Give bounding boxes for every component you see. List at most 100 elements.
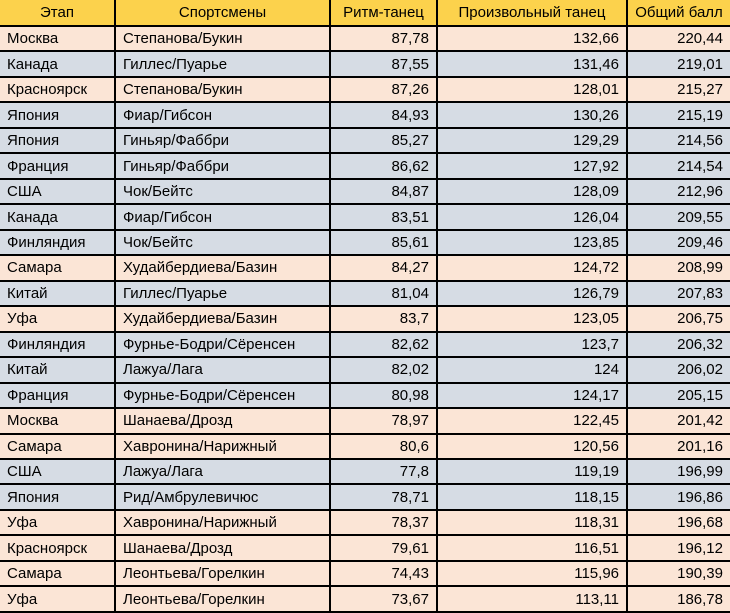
free-dance-cell[interactable]: 126,79 [436,279,628,308]
header-free-dance[interactable]: Произвольный танец [436,0,628,27]
athletes-cell[interactable]: Фурнье-Бодри/Сёренсен [114,330,331,359]
total-score-cell[interactable]: 196,68 [626,508,730,537]
stage-cell[interactable]: Франция [0,152,116,180]
rhythm-dance-cell[interactable]: 77,8 [329,457,438,486]
free-dance-cell[interactable]: 124,72 [436,254,628,282]
free-dance-cell[interactable]: 128,09 [436,177,628,206]
free-dance-cell[interactable]: 115,96 [436,559,628,588]
free-dance-cell[interactable]: 131,46 [436,50,628,78]
free-dance-cell[interactable]: 123,85 [436,228,628,257]
rhythm-dance-cell[interactable]: 80,6 [329,432,438,460]
athletes-cell[interactable]: Худайбердиева/Базин [114,254,331,282]
athletes-cell[interactable]: Гиллес/Пуарье [114,279,331,308]
total-score-cell[interactable]: 209,55 [626,203,730,231]
free-dance-cell[interactable]: 123,05 [436,305,628,333]
total-score-cell[interactable]: 209,46 [626,228,730,257]
athletes-cell[interactable]: Степанова/Букин [114,75,331,104]
stage-cell[interactable]: Канада [0,50,116,78]
stage-cell[interactable]: Уфа [0,585,116,613]
rhythm-dance-cell[interactable]: 83,7 [329,305,438,333]
stage-cell[interactable]: Китай [0,356,116,384]
stage-cell[interactable]: Япония [0,483,116,511]
total-score-cell[interactable]: 201,16 [626,432,730,460]
header-athletes[interactable]: Спортсмены [114,0,331,27]
free-dance-cell[interactable]: 124 [436,356,628,384]
header-rhythm-dance[interactable]: Ритм-танец [329,0,438,27]
stage-cell[interactable]: Уфа [0,508,116,537]
stage-cell[interactable]: Красноярск [0,534,116,562]
stage-cell[interactable]: Китай [0,279,116,308]
stage-cell[interactable]: Финляндия [0,330,116,359]
rhythm-dance-cell[interactable]: 82,62 [329,330,438,359]
total-score-cell[interactable]: 201,42 [626,407,730,435]
athletes-cell[interactable]: Гиллес/Пуарье [114,50,331,78]
rhythm-dance-cell[interactable]: 78,37 [329,508,438,537]
stage-cell[interactable]: Канада [0,203,116,231]
rhythm-dance-cell[interactable]: 78,71 [329,483,438,511]
athletes-cell[interactable]: Лажуа/Лага [114,457,331,486]
rhythm-dance-cell[interactable]: 86,62 [329,152,438,180]
free-dance-cell[interactable]: 116,51 [436,534,628,562]
athletes-cell[interactable]: Фурнье-Бодри/Сёренсен [114,381,331,410]
free-dance-cell[interactable]: 127,92 [436,152,628,180]
athletes-cell[interactable]: Гиньяр/Фаббри [114,126,331,155]
free-dance-cell[interactable]: 118,31 [436,508,628,537]
total-score-cell[interactable]: 196,99 [626,457,730,486]
total-score-cell[interactable]: 196,86 [626,483,730,511]
stage-cell[interactable]: Япония [0,126,116,155]
athletes-cell[interactable]: Рид/Амбрулевичюс [114,483,331,511]
athletes-cell[interactable]: Фиар/Гибсон [114,203,331,231]
total-score-cell[interactable]: 214,54 [626,152,730,180]
total-score-cell[interactable]: 190,39 [626,559,730,588]
free-dance-cell[interactable]: 113,11 [436,585,628,613]
rhythm-dance-cell[interactable]: 83,51 [329,203,438,231]
stage-cell[interactable]: Самара [0,254,116,282]
athletes-cell[interactable]: Чок/Бейтс [114,228,331,257]
athletes-cell[interactable]: Хавронина/Нарижный [114,508,331,537]
stage-cell[interactable]: США [0,177,116,206]
total-score-cell[interactable]: 215,27 [626,75,730,104]
rhythm-dance-cell[interactable]: 81,04 [329,279,438,308]
rhythm-dance-cell[interactable]: 85,61 [329,228,438,257]
athletes-cell[interactable]: Леонтьева/Горелкин [114,585,331,613]
stage-cell[interactable]: Самара [0,432,116,460]
athletes-cell[interactable]: Фиар/Гибсон [114,101,331,129]
free-dance-cell[interactable]: 128,01 [436,75,628,104]
header-stage[interactable]: Этап [0,0,116,27]
free-dance-cell[interactable]: 126,04 [436,203,628,231]
free-dance-cell[interactable]: 132,66 [436,24,628,53]
free-dance-cell[interactable]: 120,56 [436,432,628,460]
total-score-cell[interactable]: 205,15 [626,381,730,410]
total-score-cell[interactable]: 186,78 [626,585,730,613]
stage-cell[interactable]: Самара [0,559,116,588]
athletes-cell[interactable]: Шанаева/Дрозд [114,534,331,562]
header-total-score[interactable]: Общий балл [626,0,730,27]
stage-cell[interactable]: Франция [0,381,116,410]
total-score-cell[interactable]: 212,96 [626,177,730,206]
athletes-cell[interactable]: Степанова/Букин [114,24,331,53]
total-score-cell[interactable]: 206,32 [626,330,730,359]
athletes-cell[interactable]: Хавронина/Нарижный [114,432,331,460]
rhythm-dance-cell[interactable]: 84,87 [329,177,438,206]
free-dance-cell[interactable]: 129,29 [436,126,628,155]
free-dance-cell[interactable]: 119,19 [436,457,628,486]
rhythm-dance-cell[interactable]: 82,02 [329,356,438,384]
rhythm-dance-cell[interactable]: 84,27 [329,254,438,282]
total-score-cell[interactable]: 196,12 [626,534,730,562]
rhythm-dance-cell[interactable]: 79,61 [329,534,438,562]
rhythm-dance-cell[interactable]: 73,67 [329,585,438,613]
total-score-cell[interactable]: 214,56 [626,126,730,155]
athletes-cell[interactable]: Чок/Бейтс [114,177,331,206]
athletes-cell[interactable]: Худайбердиева/Базин [114,305,331,333]
rhythm-dance-cell[interactable]: 85,27 [329,126,438,155]
rhythm-dance-cell[interactable]: 84,93 [329,101,438,129]
total-score-cell[interactable]: 219,01 [626,50,730,78]
total-score-cell[interactable]: 206,75 [626,305,730,333]
total-score-cell[interactable]: 208,99 [626,254,730,282]
stage-cell[interactable]: Красноярск [0,75,116,104]
total-score-cell[interactable]: 207,83 [626,279,730,308]
free-dance-cell[interactable]: 118,15 [436,483,628,511]
total-score-cell[interactable]: 220,44 [626,24,730,53]
total-score-cell[interactable]: 206,02 [626,356,730,384]
athletes-cell[interactable]: Гиньяр/Фаббри [114,152,331,180]
